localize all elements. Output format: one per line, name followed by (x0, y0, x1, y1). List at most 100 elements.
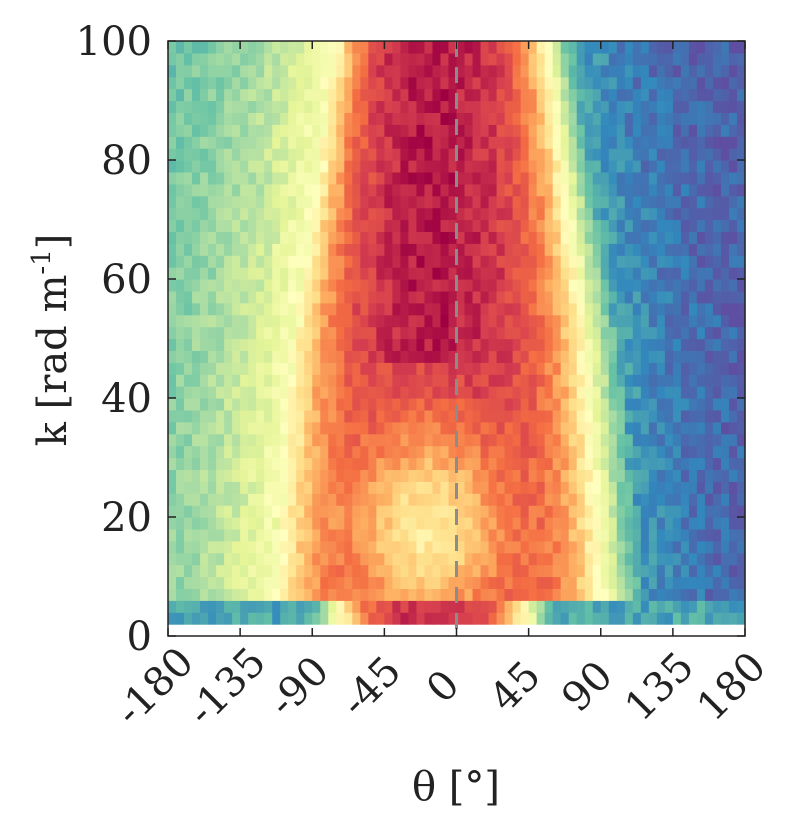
heatmap-cell (472, 112, 482, 125)
heatmap-cell (456, 76, 466, 90)
heatmap-cell (656, 302, 666, 316)
heatmap-cell (352, 576, 361, 589)
heatmap-cell (360, 469, 369, 482)
heatmap-cell (520, 160, 530, 173)
heatmap-cell (640, 290, 650, 304)
heatmap-cell (368, 255, 377, 268)
heatmap-cell (368, 148, 377, 161)
heatmap-cell (304, 267, 313, 280)
heatmap-cell (440, 398, 450, 411)
heatmap-cell (664, 279, 674, 292)
heatmap-cell (568, 231, 578, 244)
heatmap-cell (208, 41, 217, 54)
heatmap-cell (720, 350, 730, 363)
heatmap-cell (360, 279, 369, 292)
heatmap-cell (408, 302, 418, 316)
heatmap-cell (224, 493, 233, 506)
heatmap-cell (248, 552, 257, 566)
heatmap-cell (360, 183, 369, 197)
heatmap-cell (704, 469, 714, 482)
heatmap-cell (344, 398, 353, 411)
heatmap-cell (504, 64, 514, 78)
heatmap-cell (504, 171, 514, 185)
heatmap-cell (456, 350, 466, 363)
heatmap-cell (384, 52, 393, 66)
heatmap-cell (264, 588, 273, 601)
heatmap-cell (664, 421, 674, 435)
heatmap-cell (448, 386, 458, 399)
heatmap-cell (360, 88, 369, 102)
heatmap-cell (568, 243, 578, 256)
heatmap-cell (736, 481, 746, 494)
heatmap-cell (304, 493, 313, 506)
heatmap-cell (168, 469, 177, 482)
heatmap-cell (496, 398, 506, 411)
heatmap-cell (288, 267, 297, 280)
heatmap-cell (264, 100, 273, 113)
heatmap-cell (312, 576, 321, 589)
heatmap-cell (352, 433, 361, 447)
y-tick-label: 80 (101, 138, 152, 184)
heatmap-cell (264, 41, 273, 54)
heatmap-cell (168, 445, 177, 459)
heatmap-cell (696, 421, 706, 435)
heatmap-cell (568, 362, 578, 375)
heatmap-cell (664, 255, 674, 268)
heatmap-cell (344, 267, 353, 280)
heatmap-cell (304, 540, 313, 554)
heatmap-cell (408, 290, 418, 304)
heatmap-cell (200, 219, 209, 232)
heatmap-cell (696, 338, 706, 351)
heatmap-cell (592, 231, 602, 244)
heatmap-cell (424, 457, 434, 470)
heatmap-cell (448, 540, 458, 554)
heatmap-cell (696, 100, 706, 113)
heatmap-cell (544, 588, 554, 601)
heatmap-cell (488, 195, 498, 209)
heatmap-cell (624, 505, 634, 518)
heatmap-cell (232, 374, 241, 387)
heatmap-cell (560, 350, 570, 363)
heatmap-cell (680, 279, 690, 292)
heatmap-cell (320, 445, 329, 459)
heatmap-cell (200, 386, 209, 399)
heatmap-cell (464, 219, 474, 232)
heatmap-cell (352, 171, 361, 185)
heatmap-cell (544, 600, 554, 613)
heatmap-cell (592, 326, 602, 340)
heatmap-cell (344, 124, 353, 137)
heatmap-cell (584, 148, 594, 161)
heatmap-cell (736, 421, 746, 435)
heatmap-cell (520, 398, 530, 411)
heatmap-cell (536, 302, 546, 316)
heatmap-cell (408, 231, 418, 244)
heatmap-cell (432, 124, 442, 137)
heatmap-cell (368, 243, 377, 256)
heatmap-cell (464, 517, 474, 530)
heatmap-cell (288, 243, 297, 256)
heatmap-cell (464, 160, 474, 173)
heatmap-cell (176, 350, 185, 363)
heatmap-cell (176, 160, 185, 173)
heatmap-cell (368, 505, 377, 518)
heatmap-cell (400, 183, 410, 197)
heatmap-cell (648, 112, 658, 125)
heatmap-cell (216, 386, 225, 399)
heatmap-cell (600, 338, 610, 351)
heatmap-cell (552, 374, 562, 387)
heatmap-cell (344, 552, 353, 566)
heatmap-cell (480, 409, 490, 423)
heatmap-cell (512, 302, 522, 316)
heatmap-cell (576, 41, 586, 54)
heatmap-cell (576, 76, 586, 90)
heatmap-cell (712, 76, 722, 90)
heatmap-cell (496, 302, 506, 316)
heatmap-cell (184, 326, 193, 340)
heatmap-cell (216, 326, 225, 340)
heatmap-cell (384, 219, 393, 232)
heatmap-cell (208, 421, 217, 435)
heatmap-cell (352, 398, 361, 411)
heatmap-cell (512, 421, 522, 435)
heatmap-cell (736, 362, 746, 375)
heatmap-cell (328, 255, 337, 268)
